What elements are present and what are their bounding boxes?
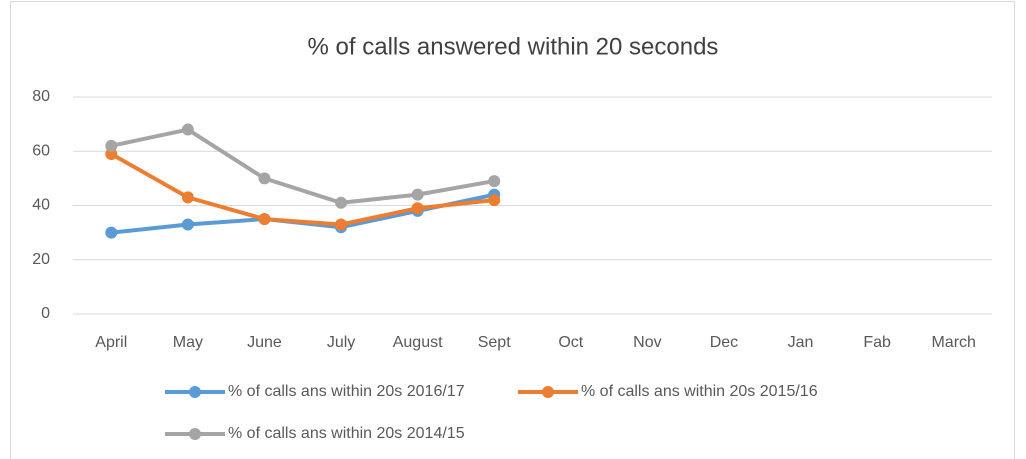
data-point [105,139,118,152]
x-tick-label: Jan [788,334,814,351]
chart-border [10,1,1015,459]
legend-label: % of calls ans within 20s 2014/15 [228,425,465,442]
x-tick-label: Sept [478,334,511,351]
x-tick-label: June [247,334,282,351]
chart-title: % of calls answered within 20 seconds [308,33,719,60]
x-tick-label: April [95,334,127,351]
data-point [181,123,194,136]
data-point [181,218,194,231]
data-point [181,191,194,204]
x-tick-label: August [393,334,443,351]
legend-marker [189,428,201,440]
data-point [488,194,501,207]
x-tick-label: Nov [633,334,661,351]
data-point [335,218,348,231]
data-point [335,196,348,209]
data-point [258,172,271,185]
data-point [411,188,424,201]
x-tick-label: Oct [558,334,583,351]
y-tick-label: 20 [32,251,50,268]
legend-label: % of calls ans within 20s 2015/16 [581,383,818,400]
data-point [258,213,271,226]
data-point [411,202,424,215]
legend-label: % of calls ans within 20s 2016/17 [228,383,465,400]
x-tick-label: Dec [710,334,738,351]
series-line [110,152,495,227]
y-tick-label: 40 [32,197,50,214]
legend-marker [189,386,201,398]
x-tick-label: Fab [863,334,891,351]
x-tick-label: March [931,334,975,351]
series-line [110,127,495,205]
x-tick-label: July [327,334,355,351]
x-tick-label: May [173,334,203,351]
y-tick-label: 80 [32,88,50,105]
legend-marker [542,386,554,398]
data-point [105,226,118,239]
y-tick-label: 60 [32,142,50,159]
data-point [488,175,501,188]
y-tick-label: 0 [41,305,50,322]
